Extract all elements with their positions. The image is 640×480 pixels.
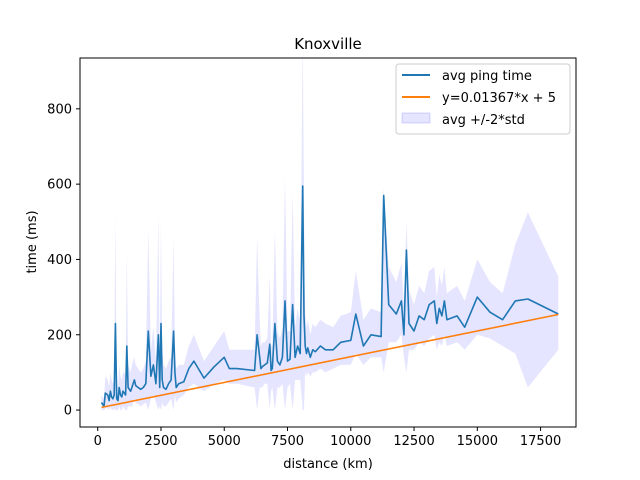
chart-title: Knoxville [294, 35, 362, 53]
x-tick-label: 5000 [208, 434, 241, 449]
x-tick-label: 7500 [271, 434, 304, 449]
legend: avg ping time y=0.01367*x + 5 avg +/-2*s… [395, 63, 571, 135]
y-tick-label: 400 [47, 253, 72, 268]
plot-frame [79, 57, 577, 428]
series-line-fit [101, 313, 559, 409]
x-axis-ticks: 0 2500 5000 7500 10000 12500 15000 17500 [94, 427, 561, 449]
x-axis-label: distance (km) [283, 457, 373, 472]
series-lines-group [100, 185, 559, 409]
legend-label-fit-line: y=0.01367*x + 5 [442, 91, 556, 106]
y-axis-ticks: 0 200 400 600 800 [47, 102, 80, 419]
y-tick-label: 600 [47, 178, 72, 193]
legend-frame [395, 63, 571, 135]
x-tick-label: 15000 [457, 434, 498, 449]
y-tick-label: 200 [47, 328, 72, 343]
series-line-avg-ping [100, 185, 559, 408]
y-tick-label: 0 [64, 404, 72, 419]
legend-label-band: avg +/-2*std [442, 113, 525, 128]
x-tick-label: 17500 [520, 434, 561, 449]
x-tick-label: 2500 [144, 434, 177, 449]
y-tick-label: 800 [47, 102, 72, 117]
legend-label-avg-ping: avg ping time [442, 69, 532, 84]
x-tick-label: 10000 [330, 434, 371, 449]
y-axis-label: time (ms) [25, 210, 40, 273]
legend-swatch-band [401, 112, 431, 124]
x-tick-label: 0 [94, 434, 102, 449]
std-band-area [101, 58, 559, 411]
plot-area [100, 58, 559, 411]
std-band-group [101, 58, 559, 411]
x-tick-label: 12500 [393, 434, 434, 449]
